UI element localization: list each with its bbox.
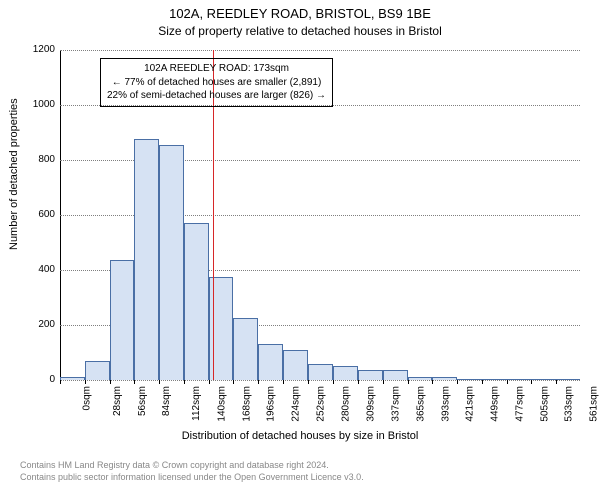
annotation-line-1: 102A REEDLEY ROAD: 173sqm (107, 62, 326, 76)
grid-line (60, 380, 580, 382)
x-tick-label: 365sqm (415, 386, 426, 422)
x-tick-label: 224sqm (291, 386, 302, 422)
histogram-bar (531, 379, 556, 380)
x-tick-mark (233, 380, 234, 384)
x-tick-mark (531, 380, 532, 384)
x-tick-label: 309sqm (366, 386, 377, 422)
x-tick-label: 0sqm (81, 386, 92, 410)
histogram-bar (233, 318, 258, 380)
annotation-line-3: 22% of semi-detached houses are larger (… (107, 89, 326, 103)
y-tick-label: 800 (15, 154, 55, 165)
histogram-bar (60, 377, 85, 380)
x-tick-label: 449sqm (490, 386, 501, 422)
histogram-bar (110, 260, 135, 380)
x-tick-label: 505sqm (539, 386, 550, 422)
x-tick-mark (258, 380, 259, 384)
x-tick-mark (184, 380, 185, 384)
attribution-text: Contains HM Land Registry data © Crown c… (20, 460, 580, 483)
grid-line (60, 50, 580, 52)
x-tick-label: 393sqm (440, 386, 451, 422)
attribution-line-1: Contains HM Land Registry data © Crown c… (20, 460, 580, 472)
x-tick-label: 28sqm (112, 386, 123, 416)
histogram-bar (333, 366, 358, 380)
x-tick-mark (408, 380, 409, 384)
x-tick-mark (110, 380, 111, 384)
x-tick-mark (283, 380, 284, 384)
x-tick-mark (507, 380, 508, 384)
histogram-bar (457, 379, 482, 380)
x-tick-label: 56sqm (137, 386, 148, 416)
x-tick-label: 477sqm (514, 386, 525, 422)
reference-annotation: 102A REEDLEY ROAD: 173sqm ← 77% of detac… (100, 58, 333, 107)
y-tick-label: 1000 (15, 99, 55, 110)
x-tick-label: 337sqm (391, 386, 402, 422)
y-tick-label: 0 (15, 374, 55, 385)
property-size-histogram: 102A, REEDLEY ROAD, BRISTOL, BS9 1BE Siz… (0, 0, 600, 500)
chart-subtitle: Size of property relative to detached ho… (0, 24, 600, 38)
x-tick-mark (556, 380, 557, 384)
histogram-bar (358, 370, 383, 380)
histogram-bar (408, 377, 433, 380)
y-tick-label: 200 (15, 319, 55, 330)
x-tick-mark (457, 380, 458, 384)
y-tick-label: 1200 (15, 44, 55, 55)
x-tick-mark (85, 380, 86, 384)
histogram-bar (308, 364, 334, 381)
x-tick-label: 280sqm (340, 386, 351, 422)
histogram-bar (482, 379, 507, 380)
x-tick-label: 196sqm (266, 386, 277, 422)
histogram-bar (283, 350, 308, 380)
x-tick-mark (60, 380, 61, 384)
chart-title: 102A, REEDLEY ROAD, BRISTOL, BS9 1BE (0, 6, 600, 21)
x-tick-mark (482, 380, 483, 384)
histogram-bar (556, 379, 580, 380)
x-tick-mark (308, 380, 309, 384)
x-tick-label: 252sqm (315, 386, 326, 422)
y-tick-label: 400 (15, 264, 55, 275)
histogram-bar (507, 379, 532, 380)
x-tick-mark (383, 380, 384, 384)
histogram-bar (134, 139, 159, 380)
x-tick-mark (333, 380, 334, 384)
x-axis-label: Distribution of detached houses by size … (0, 430, 600, 442)
y-axis-label: Number of detached properties (8, 98, 20, 250)
histogram-bar (258, 344, 283, 380)
x-tick-label: 112sqm (191, 386, 202, 421)
x-tick-mark (134, 380, 135, 384)
x-tick-mark (159, 380, 160, 384)
histogram-bar (383, 370, 408, 380)
x-tick-label: 140sqm (216, 386, 227, 422)
x-tick-label: 421sqm (465, 386, 476, 422)
histogram-bar (184, 223, 209, 380)
histogram-bar (159, 145, 184, 380)
x-tick-label: 561sqm (589, 386, 600, 422)
x-tick-label: 533sqm (564, 386, 575, 422)
attribution-line-2: Contains public sector information licen… (20, 472, 580, 484)
x-tick-label: 84sqm (161, 386, 172, 416)
x-tick-label: 168sqm (241, 386, 252, 422)
histogram-bar (85, 361, 110, 380)
x-tick-mark (358, 380, 359, 384)
x-tick-mark (432, 380, 433, 384)
y-tick-label: 600 (15, 209, 55, 220)
histogram-bar (432, 377, 457, 380)
annotation-line-2: ← 77% of detached houses are smaller (2,… (107, 76, 326, 90)
x-tick-mark (209, 380, 210, 384)
